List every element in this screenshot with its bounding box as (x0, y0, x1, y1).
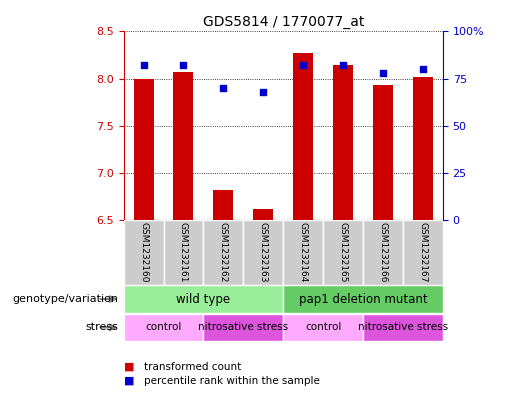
Text: percentile rank within the sample: percentile rank within the sample (144, 376, 320, 386)
Bar (124, 285, 283, 313)
Text: GSM1232166: GSM1232166 (379, 222, 387, 283)
Point (259, 89, 267, 95)
Bar (333, 65, 353, 220)
Text: GSM1232162: GSM1232162 (219, 222, 228, 283)
Bar (203, 220, 243, 285)
Text: GSM1232163: GSM1232163 (259, 222, 268, 283)
Point (419, 66, 427, 72)
Bar (283, 285, 443, 313)
Bar (163, 220, 203, 285)
Title: GDS5814 / 1770077_at: GDS5814 / 1770077_at (202, 15, 364, 29)
Bar (213, 190, 233, 220)
Bar (413, 77, 433, 220)
Bar (124, 314, 203, 341)
Text: nitrosative stress: nitrosative stress (358, 322, 448, 332)
Bar (174, 72, 194, 220)
Text: transformed count: transformed count (144, 362, 242, 372)
Text: GSM1232164: GSM1232164 (299, 222, 307, 283)
Bar (133, 79, 153, 220)
Bar (243, 220, 283, 285)
Bar (293, 53, 313, 220)
Point (339, 62, 347, 68)
Text: GSM1232160: GSM1232160 (139, 222, 148, 283)
Point (219, 85, 228, 91)
Text: ■: ■ (124, 376, 134, 386)
Bar (283, 314, 363, 341)
Point (379, 70, 387, 76)
Point (299, 62, 307, 68)
Bar (283, 220, 323, 285)
Bar (363, 220, 403, 285)
Bar (253, 209, 273, 220)
Bar (373, 85, 393, 220)
Text: GSM1232165: GSM1232165 (339, 222, 348, 283)
Text: stress: stress (85, 322, 118, 332)
Point (179, 62, 187, 68)
Bar (124, 220, 163, 285)
Bar (203, 314, 283, 341)
Bar (323, 220, 363, 285)
Point (140, 62, 148, 68)
Bar (363, 314, 443, 341)
Text: control: control (305, 322, 341, 332)
Text: nitrosative stress: nitrosative stress (198, 322, 288, 332)
Text: pap1 deletion mutant: pap1 deletion mutant (299, 292, 427, 306)
Text: GSM1232161: GSM1232161 (179, 222, 188, 283)
Text: GSM1232167: GSM1232167 (419, 222, 427, 283)
Text: genotype/variation: genotype/variation (12, 294, 118, 304)
Text: ■: ■ (124, 362, 134, 372)
Text: wild type: wild type (176, 292, 231, 306)
Bar (403, 220, 443, 285)
Text: control: control (145, 322, 182, 332)
